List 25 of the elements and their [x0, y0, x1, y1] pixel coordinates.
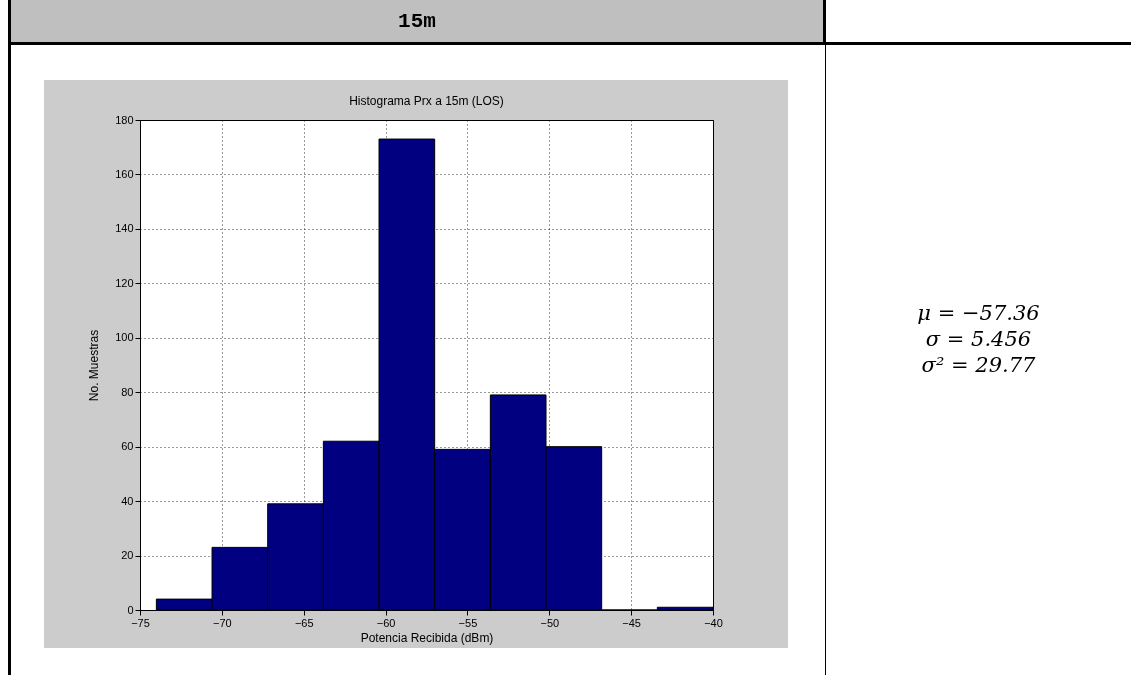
text: σ = 5.456: [924, 326, 1033, 352]
y-tick-label: 160: [115, 167, 134, 180]
y-tick-label: 40: [121, 494, 134, 507]
text: μ = −57.36: [916, 300, 1041, 326]
x-tick-label: −65: [294, 616, 314, 629]
y-tick-label: 20: [121, 549, 134, 562]
x-tick-label: −40: [704, 616, 723, 629]
y-tick-label: 0: [127, 603, 134, 616]
text: σ² = 29.77: [920, 352, 1037, 378]
y-tick-label: 80: [121, 385, 134, 398]
x-tick-label: −70: [213, 616, 232, 629]
y-tick-label: 140: [115, 222, 134, 235]
x-tick-label: −50: [540, 616, 560, 629]
x-tick-label: −45: [622, 616, 641, 629]
x-tick-label: −55: [458, 616, 478, 629]
x-axis-title: Potencia Recibida (dBm): [360, 630, 494, 645]
chart-title: Histograma Prx a 15m (LOS): [349, 94, 504, 108]
y-axis-title: No. Muestras: [87, 329, 102, 402]
y-tick-label: 120: [115, 276, 134, 289]
y-tick-label: 60: [121, 440, 134, 453]
y-tick-label: 100: [115, 331, 134, 344]
x-tick-label: −60: [376, 616, 396, 629]
x-tick-label: −75: [131, 616, 150, 629]
text: 15m: [8, 0, 826, 45]
y-tick-label: 180: [115, 113, 134, 126]
